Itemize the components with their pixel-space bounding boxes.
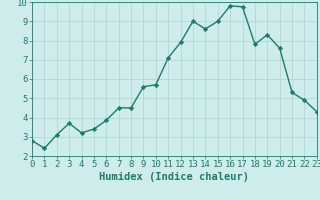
X-axis label: Humidex (Indice chaleur): Humidex (Indice chaleur)	[100, 172, 249, 182]
